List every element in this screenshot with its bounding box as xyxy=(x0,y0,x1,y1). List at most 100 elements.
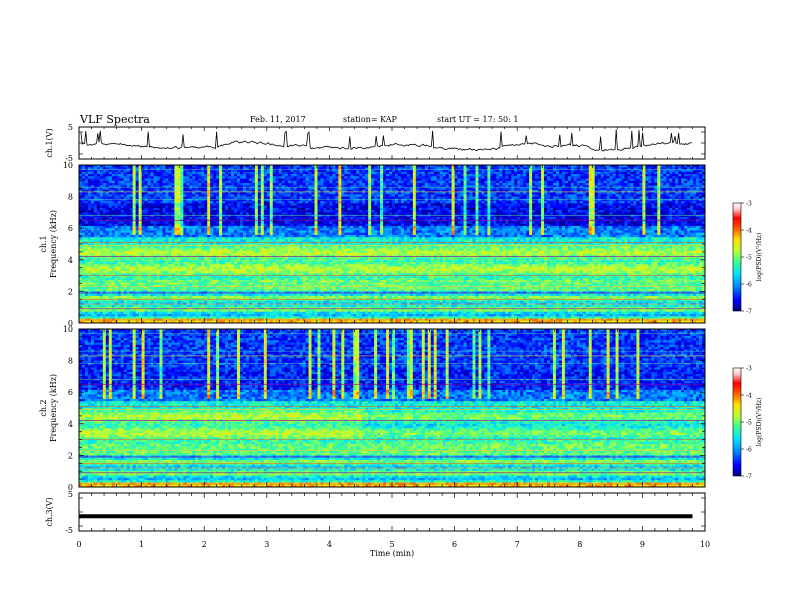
spectrogram-cell xyxy=(586,179,589,182)
spectrogram-cell xyxy=(332,172,335,175)
spectrogram-cell xyxy=(467,179,470,182)
spectrogram-cell xyxy=(547,176,550,179)
spectrogram-cell xyxy=(565,172,568,175)
spectrogram-cell xyxy=(422,172,425,175)
spectrogram-cell xyxy=(350,179,353,182)
spectrogram-cell xyxy=(645,167,648,170)
spectrogram-cell xyxy=(88,183,91,186)
spectrogram-cell xyxy=(210,183,213,186)
spectrogram-cell xyxy=(249,181,252,184)
spectrogram-cell xyxy=(571,179,574,182)
spectrogram-cell xyxy=(517,181,520,184)
spectrogram-cell xyxy=(458,176,461,179)
spectrogram-cell xyxy=(487,167,490,170)
spectrogram-cell xyxy=(687,176,690,179)
spectrogram-cell xyxy=(121,183,124,186)
spectrogram-cell xyxy=(511,172,514,175)
spectrogram-cell xyxy=(446,172,449,175)
spectrogram-cell xyxy=(404,181,407,184)
spectrogram-cell xyxy=(252,179,255,182)
spectrogram-cell xyxy=(82,176,85,179)
spectrogram-cell xyxy=(368,183,371,186)
spectrogram-cell xyxy=(222,174,225,177)
spectrogram-cell xyxy=(449,172,452,175)
spectrogram-cell xyxy=(356,172,359,175)
spectrogram-cell xyxy=(365,181,368,184)
spectrogram-cell xyxy=(610,183,613,186)
spectrogram-cell xyxy=(690,176,693,179)
spectrogram-cell xyxy=(189,174,192,177)
spectrogram-cell xyxy=(532,181,535,184)
spectrogram-cell xyxy=(359,176,362,179)
spectrogram-cell xyxy=(315,176,318,179)
spectrogram-cell xyxy=(258,183,261,186)
spectrogram-cell xyxy=(550,172,553,175)
spectrogram-cell xyxy=(171,172,174,175)
spectrogram-cell xyxy=(532,176,535,179)
spectrogram-cell xyxy=(225,176,228,179)
spectrogram-cell xyxy=(586,167,589,170)
spectrogram-cell xyxy=(88,179,91,182)
spectrogram-cell xyxy=(85,172,88,175)
spectrogram-cell xyxy=(443,181,446,184)
spectrogram-cell xyxy=(273,176,276,179)
spectrogram-cell xyxy=(276,174,279,177)
spectrogram-cell xyxy=(317,183,320,186)
spectrogram-cell xyxy=(240,179,243,182)
spectrogram-cell xyxy=(222,176,225,179)
spectrogram-cell xyxy=(171,179,174,182)
spectrogram-cell xyxy=(195,167,198,170)
spectrogram-cell xyxy=(165,174,168,177)
spectrogram-cell xyxy=(142,176,145,179)
spectrogram-cell xyxy=(312,176,315,179)
spectrogram-cell xyxy=(142,172,145,175)
spectrogram-cell xyxy=(285,181,288,184)
spectrogram-cell xyxy=(335,179,338,182)
spectrogram-cell xyxy=(309,183,312,186)
spectrogram-cell xyxy=(413,181,416,184)
spectrogram-cell xyxy=(133,179,136,182)
spectrogram-cell xyxy=(601,176,604,179)
spectrogram-cell xyxy=(648,172,651,175)
spectrogram-cell xyxy=(678,172,681,175)
spectrogram-cell xyxy=(186,174,189,177)
spectrogram-cell xyxy=(601,183,604,186)
spectrogram-cell xyxy=(633,167,636,170)
spectrogram-cell xyxy=(577,174,580,177)
spectrogram-cell xyxy=(174,176,177,179)
spectrogram-cell xyxy=(273,174,276,177)
spectrogram-cell xyxy=(401,172,404,175)
spectrogram-cell xyxy=(252,181,255,184)
spectrogram-cell xyxy=(118,172,121,175)
spectrogram-cell xyxy=(690,179,693,182)
spectrogram-cell xyxy=(541,167,544,170)
spectrogram-cell xyxy=(499,176,502,179)
spectrogram-cell xyxy=(210,181,213,184)
spectrogram-cell xyxy=(243,183,246,186)
spectrogram-cell xyxy=(109,179,112,182)
spectrogram-cell xyxy=(577,176,580,179)
spectrogram-cell xyxy=(574,174,577,177)
spectrogram-cell xyxy=(261,176,264,179)
spectrogram-cell xyxy=(210,179,213,182)
spectrogram-cell xyxy=(106,181,109,184)
spectrogram-cell xyxy=(326,181,329,184)
spectrogram-cell xyxy=(699,176,702,179)
spectrogram-cell xyxy=(249,172,252,175)
spectrogram-cell xyxy=(297,179,300,182)
spectrogram-cell xyxy=(392,179,395,182)
spectrogram-cell xyxy=(630,174,633,177)
spectrogram-cell xyxy=(201,181,204,184)
spectrogram-cell xyxy=(630,181,633,184)
spectrogram-cell xyxy=(341,174,344,177)
spectrogram-cell xyxy=(159,181,162,184)
spectrogram-cell xyxy=(699,172,702,175)
spectrogram-cell xyxy=(368,179,371,182)
spectrogram-cell xyxy=(124,176,127,179)
spectrogram-cell xyxy=(505,183,508,186)
spectrogram-cell xyxy=(586,176,589,179)
spectrogram-cell xyxy=(267,172,270,175)
spectrogram-cell xyxy=(628,176,631,179)
spectrogram-cell xyxy=(481,176,484,179)
spectrogram-cell xyxy=(94,183,97,186)
